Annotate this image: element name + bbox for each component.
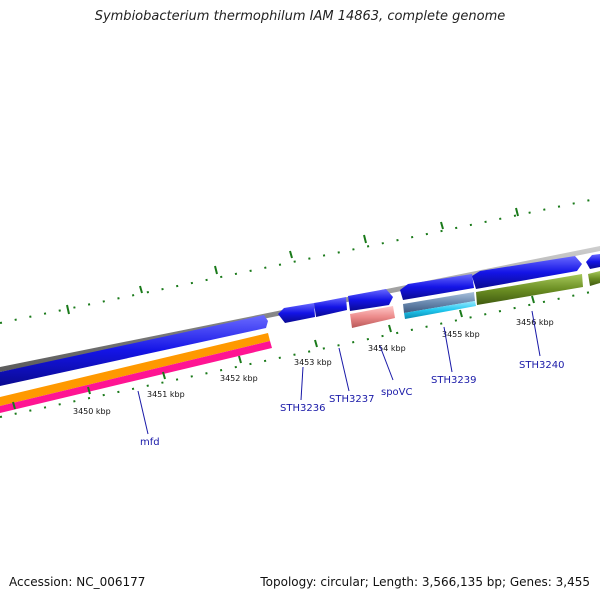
tick-label-3456: 3456 kbp <box>516 318 554 327</box>
tick-label-3450: 3450 kbp <box>73 407 111 416</box>
feature-olive[interactable] <box>476 274 583 305</box>
gene-leaders <box>137 310 541 435</box>
feature-olive-next[interactable] <box>588 271 600 286</box>
cds-spovc[interactable] <box>348 289 393 311</box>
tick-label-3453: 3453 kbp <box>294 358 332 367</box>
cds-sth3240[interactable] <box>472 256 582 289</box>
cds-sth3236[interactable] <box>278 303 315 323</box>
cds-mfd[interactable] <box>0 315 268 386</box>
gene-labels: mfd STH3236 STH3237 spoVC STH3239 STH324… <box>140 360 564 448</box>
topology-label: Topology: circular; Length: 3,566,135 bp… <box>260 575 590 589</box>
gene-label-mfd[interactable]: mfd <box>140 437 160 448</box>
leader-sth3237 <box>338 347 350 392</box>
gene-label-sth3240[interactable]: STH3240 <box>519 360 564 371</box>
leader-mfd <box>137 390 149 435</box>
accession-label: Accession: NC_006177 <box>9 575 146 589</box>
inner-tick-row <box>0 289 600 418</box>
gene-label-sth3237[interactable]: STH3237 <box>329 394 374 405</box>
outer-tick-row <box>0 197 600 324</box>
gene-label-sth3236[interactable]: STH3236 <box>280 403 325 414</box>
leader-sth3240 <box>531 310 541 357</box>
gene-label-sth3239[interactable]: STH3239 <box>431 375 476 386</box>
tick-label-3451: 3451 kbp <box>147 390 185 399</box>
feature-cyan[interactable] <box>404 301 476 319</box>
cds-next[interactable] <box>586 254 600 269</box>
map-title: Symbiobacterium thermophilum IAM 14863, … <box>94 9 506 24</box>
rna-pink[interactable] <box>350 306 395 328</box>
forward-strand <box>0 254 600 386</box>
cds-sth3237[interactable] <box>314 297 347 317</box>
tick-label-3455: 3455 kbp <box>442 330 480 339</box>
leader-sth3236 <box>300 366 304 401</box>
magenta-track <box>0 341 272 413</box>
reverse-strand <box>350 271 600 328</box>
leader-sth3239 <box>443 326 453 373</box>
tick-label-3452: 3452 kbp <box>220 374 258 383</box>
orange-track <box>0 333 270 406</box>
leader-spovc <box>379 345 394 381</box>
feature-steel[interactable] <box>403 292 475 313</box>
tick-label-3454: 3454 kbp <box>368 344 406 353</box>
coordinate-labels: 3450 kbp 3451 kbp 3452 kbp 3453 kbp 3454… <box>73 318 554 416</box>
cds-sth3239[interactable] <box>400 274 474 300</box>
gene-label-spovc[interactable]: spoVC <box>381 387 413 398</box>
